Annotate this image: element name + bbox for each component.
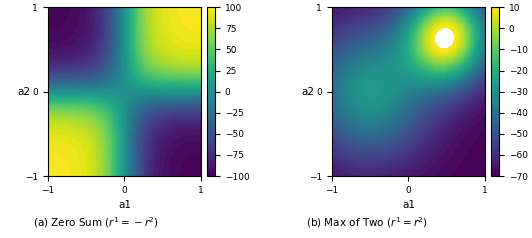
Text: (b) Max of Two ($r^1 = r^2$): (b) Max of Two ($r^1 = r^2$)	[306, 215, 428, 230]
Y-axis label: a2: a2	[301, 87, 314, 97]
Text: (a) Zero Sum ($r^1 = -r^2$): (a) Zero Sum ($r^1 = -r^2$)	[33, 215, 159, 230]
X-axis label: a1: a1	[118, 200, 131, 210]
Y-axis label: a2: a2	[17, 87, 30, 97]
X-axis label: a1: a1	[402, 200, 415, 210]
